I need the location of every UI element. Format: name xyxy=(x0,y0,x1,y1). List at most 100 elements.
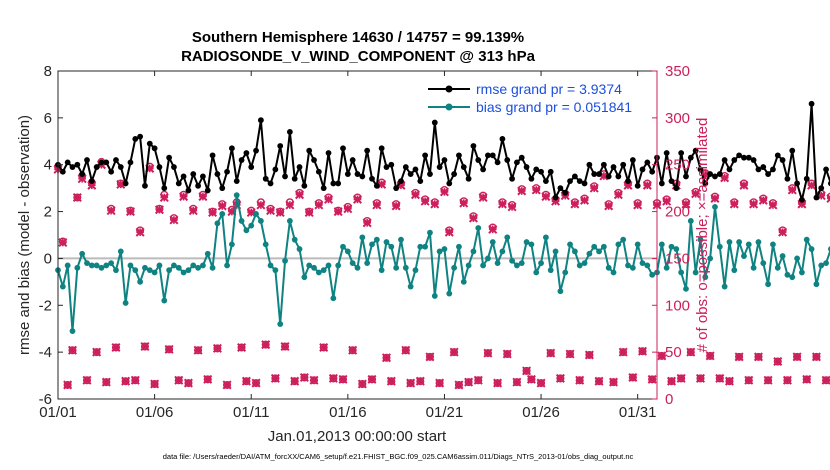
bias-point xyxy=(741,253,747,259)
y-left-tick-label: 8 xyxy=(44,63,52,80)
rmse-point xyxy=(547,168,554,175)
bias-point xyxy=(475,225,482,231)
obs-assimilated-point xyxy=(251,378,261,388)
obs-assimilated-point xyxy=(410,190,420,200)
rmse-point xyxy=(253,147,259,154)
bias-point xyxy=(88,262,95,269)
obs-assimilated-point xyxy=(82,375,92,385)
obs-assimilated-point xyxy=(121,376,131,386)
rmse-point xyxy=(122,180,129,187)
bias-point xyxy=(634,241,641,248)
rmse-point xyxy=(600,161,607,168)
bias-point xyxy=(422,243,429,250)
bias-point xyxy=(209,264,216,271)
bias-point xyxy=(823,260,829,267)
y-right-tick-label: 350 xyxy=(665,63,690,80)
obs-assimilated-point xyxy=(270,373,280,383)
obs-assimilated-point xyxy=(666,376,676,386)
rmse-point xyxy=(190,171,197,177)
rmse-point xyxy=(142,182,148,189)
obs-assimilated-point xyxy=(468,213,478,223)
obs-assimilated-point xyxy=(807,180,817,190)
rmse-point xyxy=(596,171,602,177)
bias-point xyxy=(151,269,158,276)
obs-assimilated-point xyxy=(439,187,449,197)
rmse-point xyxy=(683,173,689,180)
bias-point xyxy=(750,264,757,271)
obs-assimilated-point xyxy=(338,374,348,384)
obs-assimilated-point xyxy=(613,190,623,200)
obs-assimilated-point xyxy=(154,205,164,215)
bias-point xyxy=(132,267,139,274)
obs-assimilated-point xyxy=(367,374,377,384)
rmse-point xyxy=(427,171,433,177)
y-right-tick-label: 200 xyxy=(665,204,690,221)
rmse-point xyxy=(79,171,86,177)
bias-point xyxy=(146,267,153,274)
bias-point xyxy=(427,229,433,236)
obs-assimilated-point xyxy=(314,200,324,210)
rmse-point xyxy=(620,161,627,168)
rmse-point xyxy=(340,145,346,152)
bias-point xyxy=(204,250,211,257)
y-axis-right-ticks: 0 50 100 150 200 250 300 350 xyxy=(652,63,690,408)
bias-point xyxy=(794,255,800,262)
rmse-point xyxy=(673,185,680,192)
rmse-point xyxy=(378,145,385,152)
y-left-tick-label: 0 xyxy=(44,250,52,267)
x-tick-label: 01/26 xyxy=(522,404,560,421)
rmse-point xyxy=(528,175,535,182)
rmse-point xyxy=(644,159,651,166)
obs-assimilated-point xyxy=(753,352,763,362)
bias-point xyxy=(460,278,467,285)
obs-assimilated-point xyxy=(348,345,358,355)
obs-assimilated-point xyxy=(275,208,285,218)
rmse-point xyxy=(233,178,240,185)
rmse-point xyxy=(393,185,400,192)
bias-point xyxy=(494,260,501,267)
rmse-point xyxy=(794,180,800,187)
rmse-point xyxy=(475,157,482,163)
obs-assimilated-point xyxy=(449,347,459,357)
obs-possible-point xyxy=(826,192,830,201)
bias-point xyxy=(528,241,535,248)
obs-assimilated-point xyxy=(676,373,686,383)
obs-assimilated-point xyxy=(555,373,565,383)
rmse-point xyxy=(571,173,578,180)
rmse-point xyxy=(504,157,511,163)
obs-assimilated-point xyxy=(77,174,87,184)
rmse-point xyxy=(257,117,264,124)
rmse-point xyxy=(330,180,337,187)
bias-point xyxy=(533,269,540,276)
bias-point xyxy=(736,239,743,245)
obs-assimilated-point xyxy=(352,194,363,204)
bias-point xyxy=(335,262,342,269)
rmse-point xyxy=(238,157,245,163)
rmse-point xyxy=(171,164,177,170)
x-tick-label: 01/06 xyxy=(136,404,174,421)
bias-point xyxy=(320,267,327,274)
obs-assimilated-point xyxy=(502,349,512,359)
bias-point xyxy=(509,257,515,264)
rmse-point xyxy=(180,173,187,180)
bias-point xyxy=(171,262,177,269)
bias-point xyxy=(180,269,187,276)
rmse-point xyxy=(668,178,675,185)
bias-point xyxy=(571,248,578,255)
bias-point xyxy=(373,236,380,243)
obs-assimilated-point xyxy=(478,193,488,203)
rmse-point xyxy=(460,164,467,170)
bias-point xyxy=(436,248,443,255)
bias-point xyxy=(238,218,245,224)
obs-assimilated-point xyxy=(67,345,77,355)
rmse-point xyxy=(779,157,786,163)
rmse-point xyxy=(629,157,636,163)
x-axis-label: Jan.01,2013 00:00:00 start xyxy=(268,428,447,445)
obs-assimilated-point xyxy=(92,347,102,357)
rmse-point xyxy=(185,187,192,194)
rmse-point xyxy=(480,166,486,173)
rmse-point xyxy=(726,166,733,173)
obs-assimilated-point xyxy=(695,373,705,383)
bias-point xyxy=(364,260,371,267)
rmse-point xyxy=(823,166,829,173)
